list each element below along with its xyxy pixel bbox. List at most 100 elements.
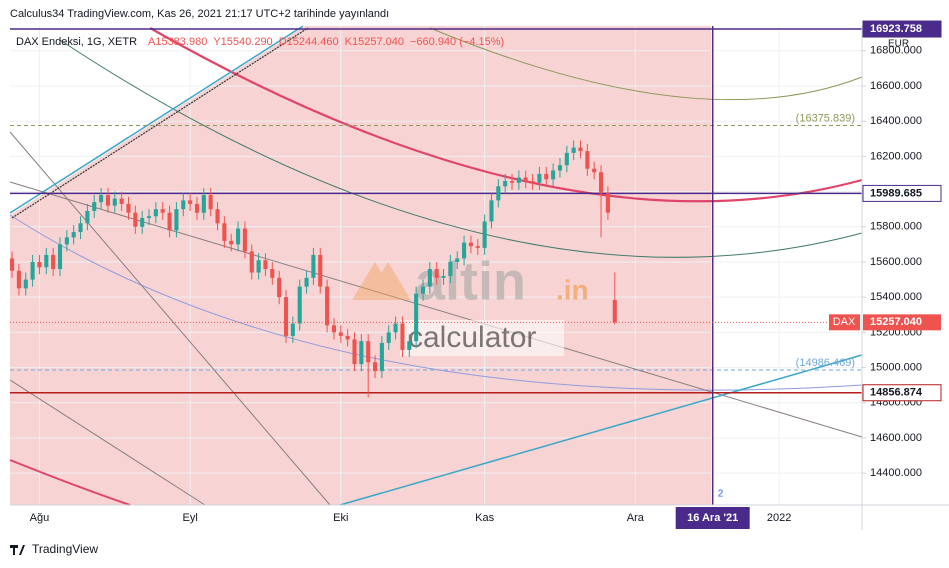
vline-label: 16 Ara '21	[687, 512, 738, 524]
watermark: altin .in calculator	[352, 251, 589, 356]
candle-body	[414, 293, 419, 342]
level-value: 15989.685	[870, 187, 922, 199]
candle-body	[160, 209, 165, 213]
candle-body	[331, 325, 337, 333]
last-price-name-tag	[829, 314, 860, 331]
watermark-suffix: .in	[556, 274, 589, 305]
x-tick-label: Kas	[475, 512, 494, 524]
candle-body	[112, 198, 117, 206]
candle-body	[85, 210, 90, 224]
y-tick-label: 15800.000	[870, 221, 922, 233]
y-tick-label: 15600.000	[870, 256, 922, 268]
candle-body	[283, 297, 289, 336]
candle-body	[325, 286, 330, 326]
candle-body	[578, 147, 583, 152]
candle-body	[51, 254, 56, 270]
level-label: (16375.839)	[796, 112, 855, 124]
candle-body	[71, 232, 76, 238]
published: Calculus34 TradingView.com, Kas 26, 2021…	[10, 8, 389, 20]
candle-body	[105, 195, 110, 206]
header-value: −660.940 (−4.15%)	[410, 36, 504, 48]
x-tick-label: Eki	[333, 512, 348, 524]
candle-body	[557, 165, 563, 171]
x-tick-label: Eyl	[182, 512, 197, 524]
fan-fill	[10, 26, 711, 505]
candle-body	[489, 200, 494, 222]
last-price-name: DAX	[833, 316, 856, 328]
y-tick-label: 16200.000	[870, 150, 922, 162]
candle-body	[379, 342, 384, 372]
candle-body	[455, 258, 460, 262]
candle-body	[462, 242, 467, 259]
y-tick-label: 14600.000	[870, 432, 922, 444]
fan-line	[9, 379, 206, 506]
arc	[429, 27, 863, 101]
candle-body	[448, 261, 453, 277]
candle-body	[523, 177, 528, 182]
candle-body	[372, 362, 378, 372]
candle-body	[30, 261, 35, 280]
y-tick-label: 15400.000	[870, 291, 922, 303]
level-value: 16923.758	[870, 23, 922, 35]
y-tick-label: 16800.000	[870, 45, 922, 57]
candle-body	[434, 269, 439, 278]
level-value: 14856.874	[870, 387, 923, 399]
candle-body	[427, 269, 432, 287]
candle-body	[605, 193, 610, 213]
candle-body	[277, 277, 282, 298]
candle-body	[297, 286, 302, 324]
currency: EUR	[888, 39, 909, 50]
candle-body	[57, 244, 63, 270]
x-tick-label: Ara	[627, 512, 645, 524]
tv-icon	[10, 545, 25, 555]
candle-body	[37, 261, 42, 268]
candle-body	[256, 260, 261, 273]
candle-body	[208, 195, 213, 210]
candle-body	[201, 195, 206, 213]
candle-body	[119, 198, 124, 204]
candle-body	[188, 200, 193, 204]
candle-body	[551, 170, 556, 180]
candle-body	[10, 258, 15, 271]
candle-body	[564, 152, 569, 166]
candle-body	[304, 277, 309, 287]
candle-body	[78, 223, 83, 233]
symbol: DAX Endeksi, 1G, XETR	[16, 36, 137, 48]
watermark-sub: calculator	[408, 321, 536, 354]
last-price-tag	[863, 314, 941, 331]
fan-line	[11, 27, 309, 219]
candle-body	[420, 286, 426, 294]
y-tick-label: 15000.000	[870, 361, 922, 373]
candle-body	[270, 269, 275, 278]
header-value: K15257.040	[345, 36, 404, 48]
header-value: Y15540.290	[213, 36, 272, 48]
fan-line	[339, 354, 863, 506]
candle-body	[16, 270, 21, 289]
candle-body	[194, 203, 200, 213]
x-tick-label: 2022	[767, 512, 791, 524]
candle-body	[133, 212, 138, 227]
candle-body	[503, 181, 508, 187]
fan-line	[9, 25, 304, 214]
header-value: A15383.980	[148, 36, 207, 48]
candle-body	[215, 209, 220, 224]
fan-line	[9, 131, 331, 506]
candle-body	[126, 203, 131, 213]
level-tag	[862, 20, 942, 38]
candle-body	[99, 195, 104, 203]
candle-body	[544, 173, 549, 180]
candle-body	[167, 212, 172, 231]
candle-body	[530, 181, 535, 183]
candle-body	[571, 147, 576, 153]
candle-body	[249, 251, 254, 273]
level-tag	[862, 384, 942, 402]
candle-body	[146, 216, 152, 218]
candle-body	[181, 200, 186, 210]
candle-body	[229, 240, 234, 245]
candle-body	[44, 254, 49, 268]
candle-body	[386, 332, 391, 343]
last-price-label: 15257.040	[870, 316, 922, 328]
candle-body	[482, 221, 487, 248]
candle-body	[290, 323, 295, 336]
